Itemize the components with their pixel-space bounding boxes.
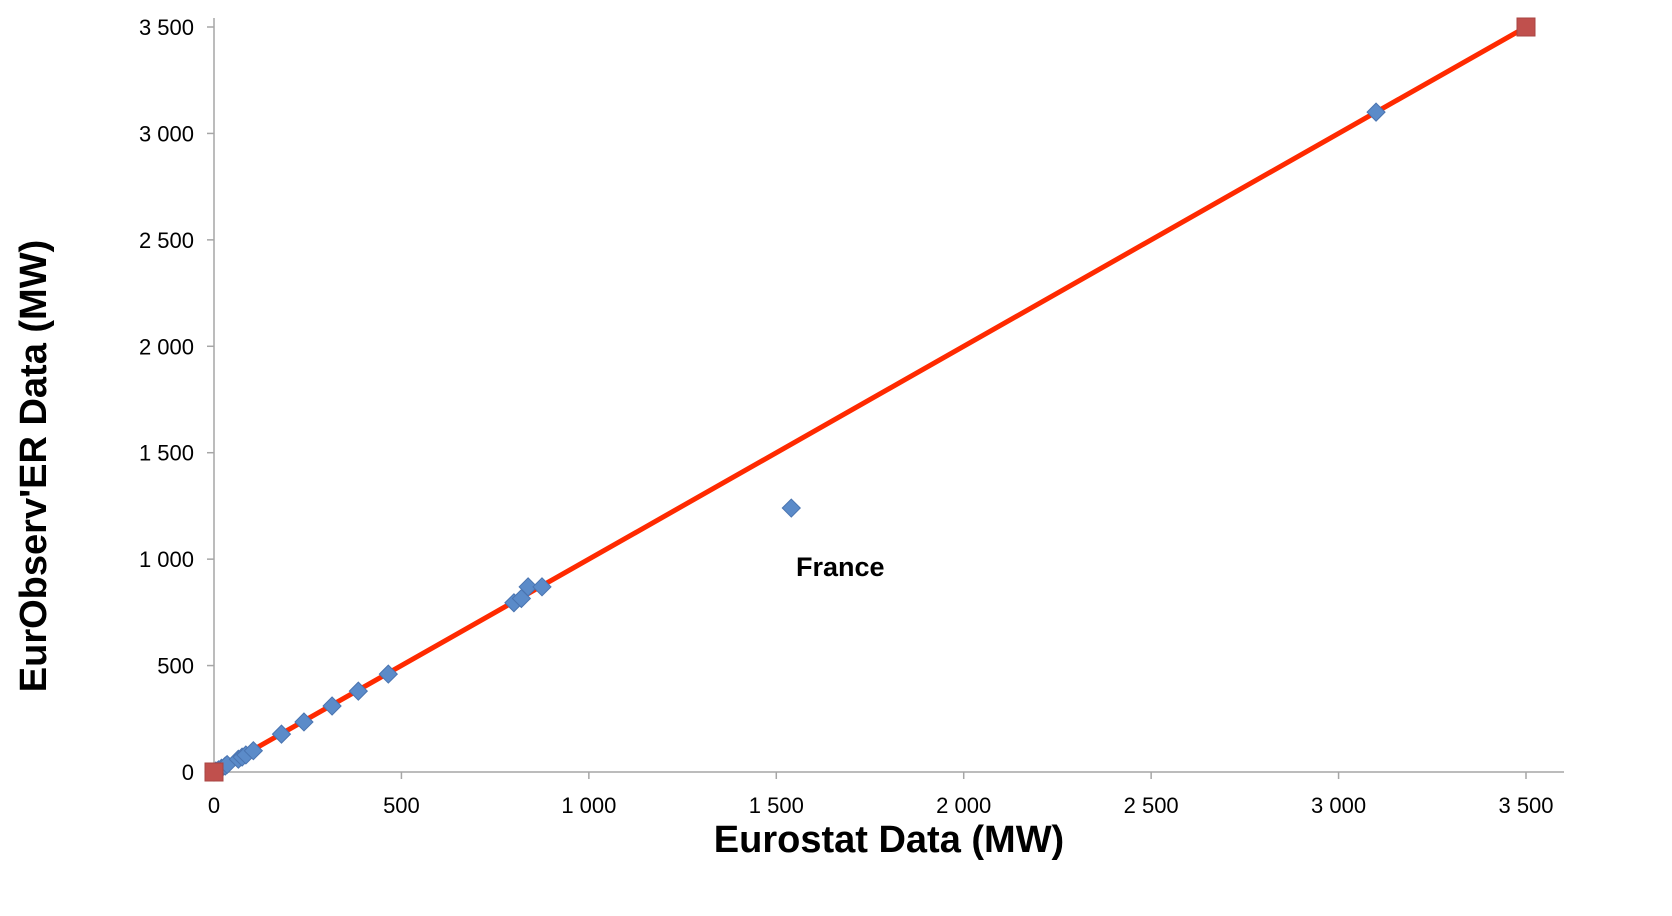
y-tick-label: 3 500 <box>139 15 194 40</box>
annotation-label: France <box>796 552 885 582</box>
y-tick-label: 2 500 <box>139 228 194 253</box>
data-point-diamond <box>243 741 264 761</box>
reference-point-square <box>1516 17 1536 37</box>
y-tick-label: 2 000 <box>139 334 194 359</box>
x-axis-title: Eurostat Data (MW) <box>714 819 1064 861</box>
data-point-diamond <box>294 712 314 732</box>
reference-line <box>211 24 1529 775</box>
x-tick-label: 0 <box>208 793 220 818</box>
data-point-diamond <box>532 577 552 597</box>
data-point-diamond <box>271 724 292 744</box>
x-tick-label: 1 500 <box>749 793 804 818</box>
y-axis-title: EurObserv'ER Data (MW) <box>13 240 55 692</box>
data-point-diamond <box>348 681 369 701</box>
y-tick-label: 1 500 <box>139 441 194 466</box>
x-tick-label: 3 000 <box>1311 793 1366 818</box>
x-tick-label: 500 <box>383 793 420 818</box>
y-tick-label: 1 000 <box>139 547 194 572</box>
x-tick-label: 3 500 <box>1498 793 1553 818</box>
reference-point-square <box>204 762 224 782</box>
reference-line-group <box>211 24 1529 775</box>
data-point-group <box>204 17 1536 782</box>
y-tick-label: 500 <box>157 654 194 679</box>
annotation-group: France <box>796 552 885 582</box>
x-tick-label: 2 000 <box>936 793 991 818</box>
data-point-diamond <box>781 498 801 518</box>
x-tick-label: 1 000 <box>561 793 616 818</box>
y-tick-label: 0 <box>182 760 194 785</box>
x-tick-label: 2 500 <box>1124 793 1179 818</box>
data-point-diamond <box>378 664 399 684</box>
data-point-diamond <box>518 577 538 597</box>
y-tick-group: 0 500 1 000 1 500 2 000 2 500 3 000 3 500 <box>139 15 214 785</box>
data-point-diamond <box>322 696 342 716</box>
data-point-diamond <box>1366 102 1386 122</box>
x-tick-group: 0 500 1 000 1 500 2 000 2 500 3 000 3 500 <box>208 772 1554 818</box>
y-tick-label: 3 000 <box>139 121 194 146</box>
